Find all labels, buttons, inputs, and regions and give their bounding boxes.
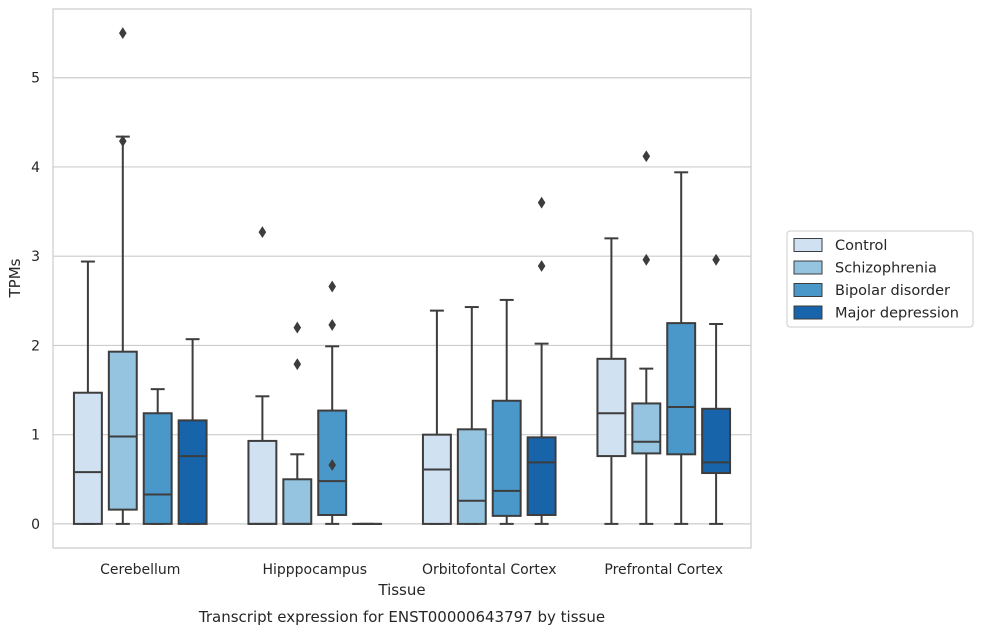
outlier-point bbox=[642, 150, 651, 163]
y-tick-label: 1 bbox=[31, 428, 40, 444]
box-3-1 bbox=[631, 150, 662, 525]
outlier-point bbox=[328, 280, 336, 293]
y-tick-label: 4 bbox=[31, 160, 40, 176]
box-body bbox=[421, 433, 452, 525]
box-body bbox=[72, 391, 103, 525]
x-tick-label: Hipppocampus bbox=[262, 562, 367, 578]
box-2-3 bbox=[526, 196, 557, 525]
box-body bbox=[247, 439, 278, 525]
legend-label: Schizophrenia bbox=[835, 261, 937, 277]
box-3-3 bbox=[701, 253, 732, 525]
box-2-2 bbox=[491, 298, 522, 525]
outlier-point bbox=[642, 253, 651, 266]
box-3-0 bbox=[596, 237, 627, 525]
y-tick-label: 2 bbox=[31, 338, 40, 354]
box-1-2 bbox=[317, 280, 348, 525]
x-tick-label: Prefrontal Cortex bbox=[604, 562, 723, 578]
legend-label: Major depression bbox=[835, 306, 959, 322]
outlier-point bbox=[328, 459, 336, 471]
box-body bbox=[456, 428, 487, 525]
y-tick-label: 0 bbox=[31, 517, 40, 533]
box-body bbox=[282, 478, 313, 525]
outlier-point bbox=[258, 226, 267, 239]
box-0-2 bbox=[142, 388, 173, 525]
box-body bbox=[491, 399, 522, 517]
plot-frame bbox=[52, 8, 752, 549]
y-tick-labels: 0 1 2 3 4 5 bbox=[31, 71, 40, 533]
legend-swatch bbox=[793, 260, 823, 275]
box-body bbox=[631, 402, 662, 455]
y-axis-label: TPMs bbox=[6, 258, 24, 298]
box-body bbox=[526, 436, 557, 516]
box-1-1 bbox=[282, 321, 313, 525]
boxes-layer bbox=[72, 27, 732, 525]
outlier-point bbox=[119, 135, 127, 148]
box-1-0 bbox=[247, 226, 278, 525]
outlier-point bbox=[119, 27, 127, 40]
box-body bbox=[701, 407, 732, 475]
x-axis-label: Tissue bbox=[377, 581, 425, 599]
x-tick-label: Cerebellum bbox=[100, 562, 180, 578]
legend-swatch bbox=[793, 238, 823, 252]
outlier-point bbox=[537, 196, 546, 209]
outlier-point bbox=[293, 358, 302, 371]
x-tick-label: Orbitofontal Cortex bbox=[422, 562, 557, 578]
legend: Control Schizophrenia Bipolar disorder Majo… bbox=[786, 230, 974, 328]
legend-label: Bipolar disorder bbox=[835, 283, 950, 299]
box-body bbox=[107, 350, 138, 511]
outlier-point bbox=[328, 318, 336, 331]
legend-swatch bbox=[793, 283, 823, 297]
chart-caption: Transcript expression for ENST0000064379… bbox=[198, 608, 605, 626]
y-tick-label: 3 bbox=[31, 249, 40, 265]
outlier-point bbox=[293, 321, 302, 334]
box-0-0 bbox=[72, 260, 103, 525]
legend-label: Control bbox=[835, 238, 887, 254]
box-body bbox=[666, 322, 697, 456]
outlier-point bbox=[712, 253, 720, 266]
y-tick-label: 5 bbox=[31, 71, 40, 87]
box-0-3 bbox=[177, 338, 208, 525]
box-body bbox=[142, 412, 173, 525]
box-0-1 bbox=[107, 27, 138, 525]
outlier-point bbox=[537, 260, 546, 272]
box-body bbox=[596, 357, 627, 458]
box-2-0 bbox=[421, 309, 452, 525]
box-2-1 bbox=[456, 306, 487, 525]
box-3-2 bbox=[666, 171, 697, 525]
legend-frame bbox=[786, 230, 974, 328]
box-body bbox=[177, 419, 208, 525]
legend-swatch bbox=[793, 305, 823, 320]
x-tick-labels: Cerebellum Hipppocampus Orbitofontal Corte… bbox=[100, 562, 723, 578]
